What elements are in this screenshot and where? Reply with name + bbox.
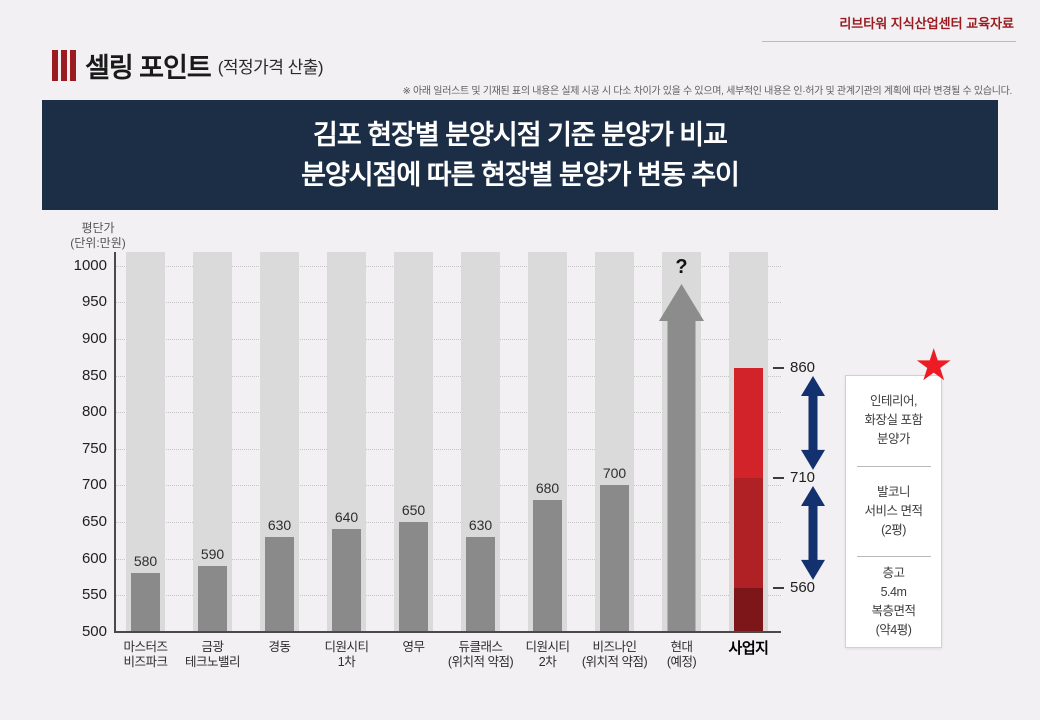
y-gridline xyxy=(116,485,781,487)
card-divider xyxy=(856,556,931,558)
y-gridline xyxy=(116,302,781,304)
y-gridline xyxy=(116,595,781,597)
y-gridline xyxy=(116,522,781,524)
x-axis-line xyxy=(114,631,781,633)
bar-value-label: 650 xyxy=(401,502,426,519)
y-gridline xyxy=(116,265,781,267)
corner-doc-label: 리브타워 지식산업센터 교육자료 xyxy=(839,16,1014,31)
card-section: 발코니 서비스 면적 (2평) xyxy=(864,485,923,537)
question-mark-label: ? xyxy=(675,255,688,278)
y-gridline xyxy=(116,448,781,450)
category-label: 듀클래스 (위치적 약점) xyxy=(447,640,514,669)
disclaimer-text: ※ 아래 일러스트 및 기재된 표의 내용은 실제 시공 시 다소 차이가 있을… xyxy=(402,86,1012,97)
category-label: 마스터즈 비즈파크 xyxy=(123,640,168,669)
level-value-label: 710 xyxy=(790,469,816,487)
card-divider xyxy=(856,465,931,467)
bar-value-label: 680 xyxy=(535,480,560,497)
star-icon: ★ xyxy=(914,341,954,390)
y-tick-label: 1000 xyxy=(73,256,107,274)
y-tick-label: 750 xyxy=(81,439,107,457)
data-bar xyxy=(466,536,495,632)
category-label: 경동 xyxy=(268,640,291,654)
data-bar xyxy=(600,485,629,632)
stacked-bar-segment xyxy=(734,368,763,479)
data-bar xyxy=(131,573,160,632)
bar-value-label: 580 xyxy=(133,553,158,570)
data-bar xyxy=(399,522,428,632)
price-range-double-arrow xyxy=(801,486,825,581)
column-background xyxy=(126,252,165,632)
y-tick-label: 850 xyxy=(81,366,107,384)
category-label: 비즈나인 (위치적 약점) xyxy=(581,640,648,669)
y-tick-label: 550 xyxy=(81,586,107,604)
banner-line-1: 김포 현장별 분양시점 기준 분양가 비교 xyxy=(313,120,728,150)
data-bar xyxy=(265,536,294,632)
category-label: 디원시티 1차 xyxy=(324,640,369,669)
y-gridline xyxy=(116,558,781,560)
y-gridline xyxy=(116,412,781,414)
card-section: 인테리어, 화장실 포함 분양가 xyxy=(864,394,923,447)
card-section: 층고 5.4m 복층면적 (약4평) xyxy=(871,566,916,638)
category-label: 사업지 xyxy=(728,640,769,657)
level-tick-dash xyxy=(773,367,784,370)
page-title-block: 셀링 포인트 (적정가격 산출) xyxy=(52,46,324,85)
y-tick-label: 700 xyxy=(81,476,107,494)
bar-value-label: 630 xyxy=(468,516,493,533)
category-label: 영무 xyxy=(402,640,425,654)
stacked-bar-segment xyxy=(734,588,763,632)
chart-title-banner: 김포 현장별 분양시점 기준 분양가 비교 분양시점에 따른 현장별 분양가 변… xyxy=(42,100,998,210)
data-bar xyxy=(198,566,227,632)
level-value-label: 860 xyxy=(790,359,816,377)
data-bar xyxy=(332,529,361,632)
level-tick-dash xyxy=(773,477,784,480)
stacked-bar-segment xyxy=(734,478,763,589)
y-tick-label: 950 xyxy=(81,293,107,311)
y-tick-label: 800 xyxy=(81,403,107,421)
level-value-label: 560 xyxy=(790,579,816,597)
y-tick-label: 500 xyxy=(81,623,107,640)
y-tick-label: 650 xyxy=(81,513,107,531)
triple-bars-icon xyxy=(52,50,76,81)
bar-value-label: 700 xyxy=(602,465,627,482)
y-gridline xyxy=(116,375,781,377)
category-label: 현대 (예정) xyxy=(666,640,697,669)
banner-line-2: 분양시점에 따른 현장별 분양가 변동 추이 xyxy=(301,160,740,190)
category-label: 금광 테크노밸리 xyxy=(184,640,241,669)
y-axis-label: 평단가 (단위:만원) xyxy=(70,221,126,250)
price-range-double-arrow xyxy=(801,376,825,471)
y-tick-label: 900 xyxy=(81,329,107,347)
data-bar xyxy=(533,500,562,632)
y-tick-label: 600 xyxy=(81,549,107,567)
page-title-suffix: (적정가격 산출) xyxy=(217,58,324,77)
y-axis-line xyxy=(114,252,116,633)
bar-value-label: 630 xyxy=(267,516,292,533)
corner-divider xyxy=(762,41,1016,42)
page-title: 셀링 포인트 xyxy=(85,53,212,83)
bar-value-label: 590 xyxy=(200,546,225,563)
level-tick-dash xyxy=(773,587,784,590)
projected-up-arrow xyxy=(659,283,704,632)
category-label: 디원시티 2차 xyxy=(525,640,570,669)
bar-value-label: 640 xyxy=(334,509,359,526)
y-gridline xyxy=(116,338,781,340)
